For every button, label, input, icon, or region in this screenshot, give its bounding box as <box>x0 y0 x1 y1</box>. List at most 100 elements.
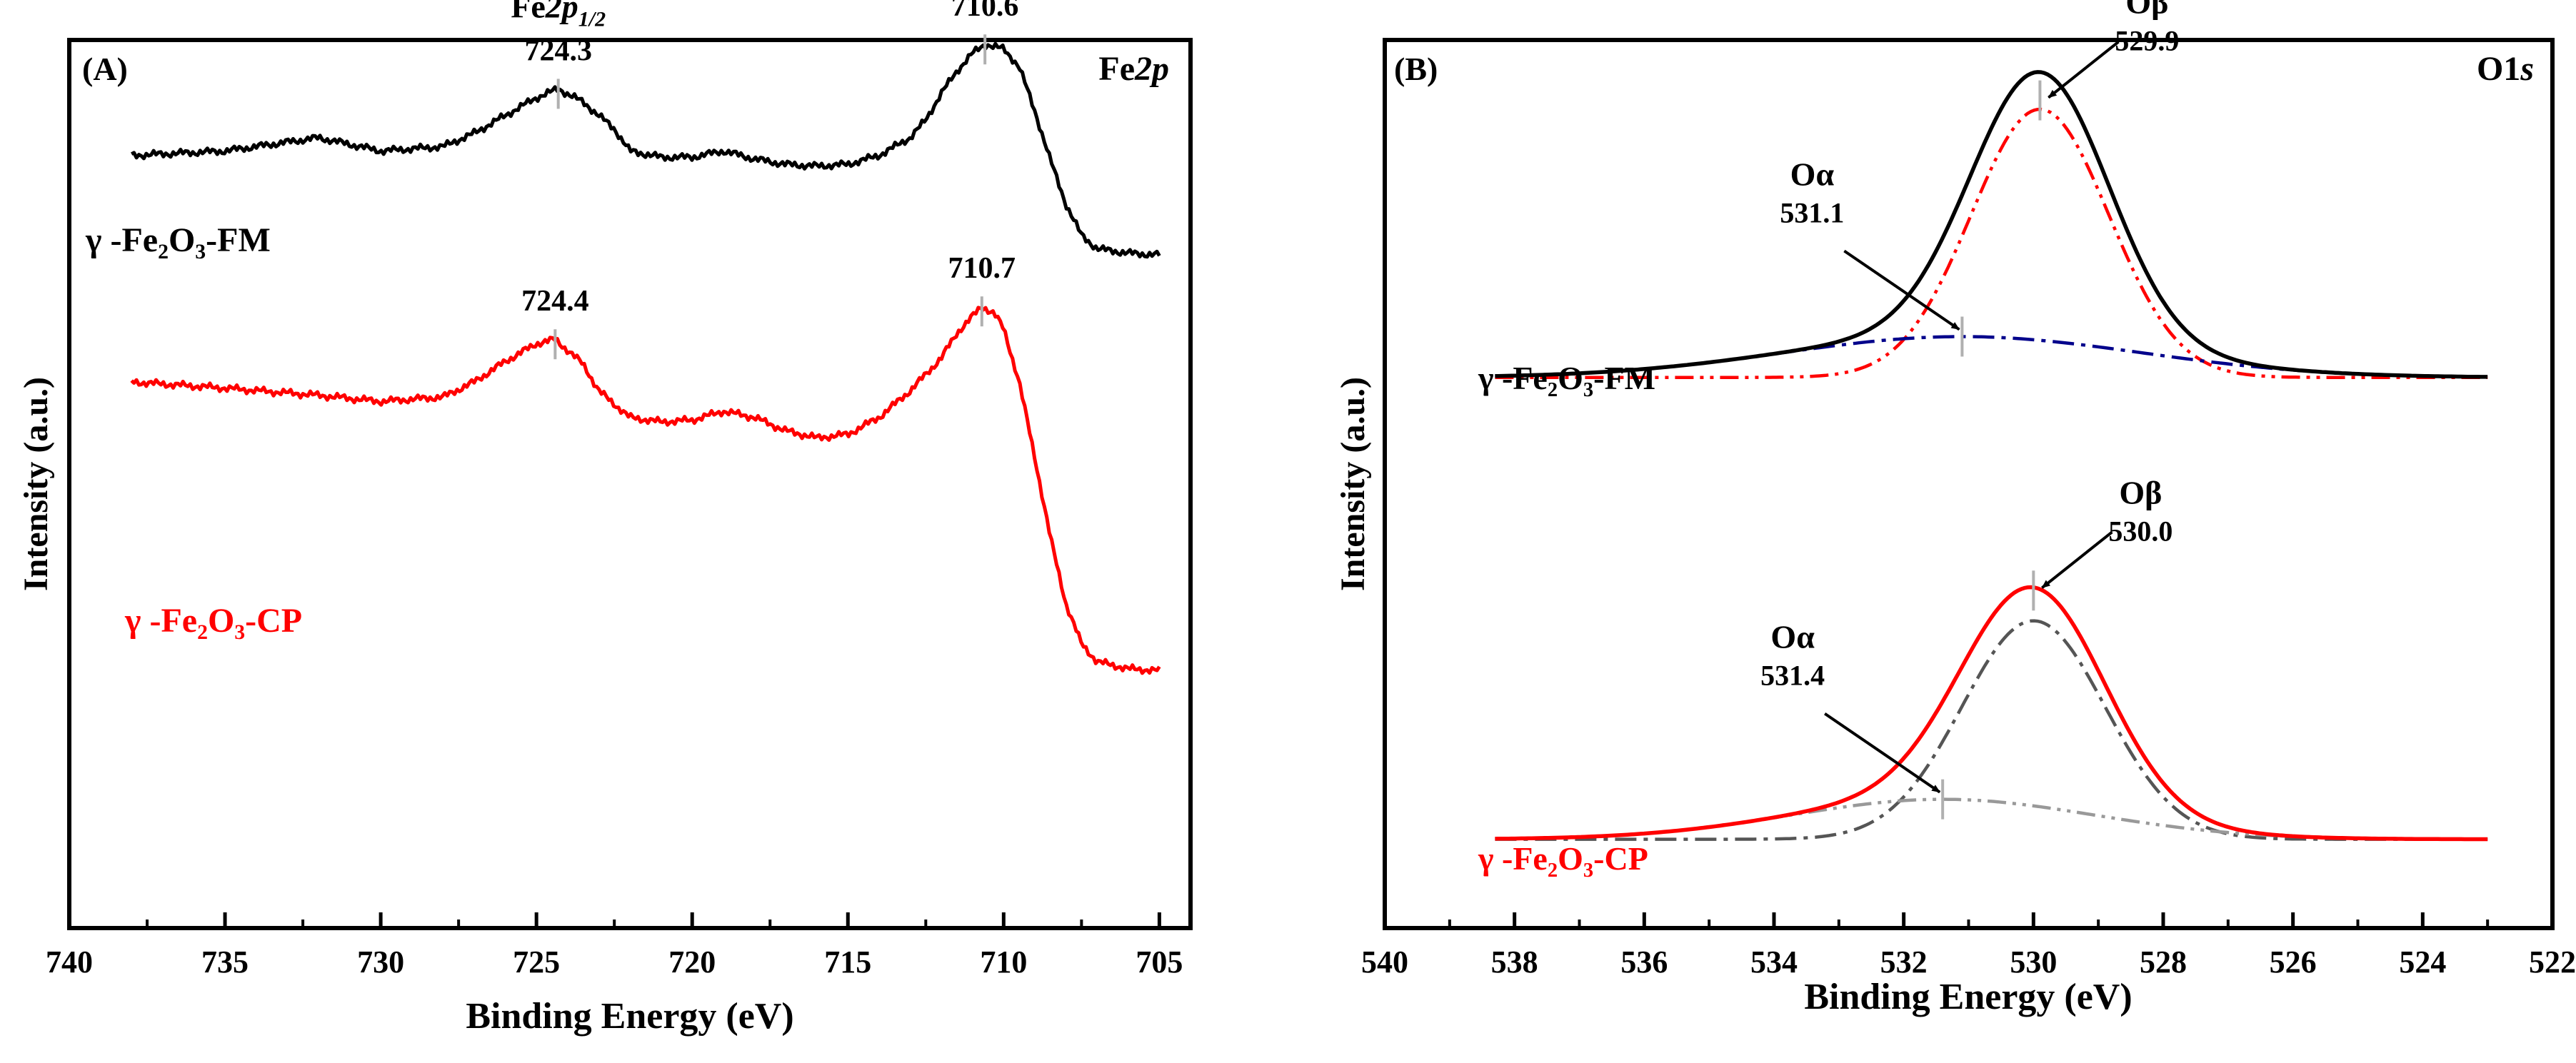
x-tick-label: 735 <box>201 944 249 979</box>
panel-b-y-axis-title: Intensity (a.u.) <box>1334 377 1372 591</box>
series-line-cp <box>130 306 1161 675</box>
peak-value-label: 531.1 <box>1780 196 1844 228</box>
panel-a-x-ticks: 740 735 730 725 720 715 710 705 <box>46 912 1183 979</box>
species-orbital: 2p <box>545 0 578 24</box>
panel-b-curves <box>1495 70 2488 842</box>
x-tick-label: 538 <box>1491 944 1538 979</box>
panel-a-curves <box>130 41 1161 675</box>
x-tick-label: 522 <box>2529 944 2576 979</box>
label-part: O <box>1558 840 1583 877</box>
peak-value-label: 724.4 <box>521 285 589 318</box>
series-line-fm <box>131 41 1161 259</box>
envelope-curve-cp <box>1495 585 2488 842</box>
panel-b-frame <box>1383 38 2555 930</box>
label-subscript: 2 <box>158 240 169 263</box>
series-label-fm: γ -Fe2O3-FM <box>1478 360 1655 401</box>
label-subscript: 2 <box>197 620 208 644</box>
x-tick-label: 705 <box>1136 944 1183 979</box>
label-part: O <box>1558 360 1583 396</box>
peak-species-label: Oβ <box>2125 0 2168 21</box>
species-greek: α <box>1796 619 1815 655</box>
fit-component-obeta-cp <box>1495 619 2488 841</box>
peak-value-label: 530.0 <box>2108 515 2172 547</box>
species-greek: β <box>2145 474 2162 510</box>
label-part: γ -Fe <box>124 602 197 640</box>
peak-species-label: Fe2p1/2 <box>511 0 606 31</box>
peak-value-label: 529.9 <box>2115 25 2179 57</box>
label-subscript: 3 <box>195 240 206 263</box>
label-part: O <box>208 602 234 640</box>
peak-value-label: 710.7 <box>948 252 1016 285</box>
label-part: -CP <box>245 602 302 640</box>
label-subscript: 2 <box>1548 379 1558 401</box>
peak-value-label: 710.6 <box>951 0 1019 23</box>
peak-arrow <box>2041 530 2113 589</box>
panel-b-o1s: 540 538 536 534 532 530 528 526 524 522 Oβ 529.9 Oα… <box>1334 0 2576 1017</box>
label-subscript: 3 <box>234 620 245 644</box>
x-tick-label: 540 <box>1361 944 1408 979</box>
panel-a-region-label: Fe2p <box>1098 50 1169 88</box>
species-letter: O <box>2119 474 2145 510</box>
panel-b-x-ticks: 540 538 536 534 532 530 528 526 524 522 <box>1361 912 2576 979</box>
label-subscript: 3 <box>1583 860 1593 882</box>
species-letter: O <box>2125 0 2151 21</box>
x-tick-label: 730 <box>357 944 404 979</box>
x-tick-label: 528 <box>2140 944 2187 979</box>
region-orbital: s <box>2520 50 2534 88</box>
fit-component-oalpha-cp <box>1495 797 2488 841</box>
x-tick-label: 526 <box>2270 944 2317 979</box>
peak-species-label: Oα <box>1790 156 1835 192</box>
panel-a-x-axis-title: Binding Energy (eV) <box>466 996 793 1037</box>
series-label-cp: γ -Fe2O3-CP <box>1478 840 1648 882</box>
series-label-fm: γ -Fe2O3-FM <box>85 221 271 263</box>
region-element: O1 <box>2477 50 2520 88</box>
x-tick-label: 524 <box>2399 944 2446 979</box>
species-letter: O <box>1770 619 1796 655</box>
x-tick-label: 740 <box>46 944 93 979</box>
series-label-cp: γ -Fe2O3-CP <box>124 602 302 644</box>
species-greek: β <box>2151 0 2168 21</box>
species-letter: O <box>1790 156 1816 192</box>
x-tick-label: 720 <box>668 944 716 979</box>
label-part: -CP <box>1593 840 1648 877</box>
x-tick-label: 715 <box>824 944 871 979</box>
label-subscript: 2 <box>1548 860 1558 882</box>
label-part: γ -Fe <box>85 221 158 259</box>
fit-component-obeta-fm <box>1495 107 2488 379</box>
peak-value-label: 724.3 <box>524 34 592 67</box>
region-orbital: 2p <box>1134 50 1169 88</box>
envelope-curve-fm <box>1495 70 2488 379</box>
x-tick-label: 530 <box>2010 944 2057 979</box>
label-subscript: 3 <box>1583 379 1593 401</box>
label-part: -FM <box>206 221 271 259</box>
panel-a-y-axis-title: Intensity (a.u.) <box>17 377 55 591</box>
species-subscript: 1/2 <box>578 7 606 31</box>
label-part: -FM <box>1593 360 1655 396</box>
panel-b-x-axis-title: Binding Energy (eV) <box>1804 977 2132 1017</box>
peak-species-label: Oα <box>1770 619 1815 655</box>
species-element: Fe <box>511 0 546 24</box>
x-tick-label: 534 <box>1750 944 1798 979</box>
x-tick-label: 710 <box>980 944 1027 979</box>
peak-arrow <box>1843 249 1960 331</box>
x-tick-label: 725 <box>513 944 560 979</box>
panel-a-frame <box>67 38 1193 930</box>
x-tick-label: 532 <box>1880 944 1928 979</box>
species-greek: α <box>1815 156 1834 192</box>
peak-arrow <box>2048 41 2120 99</box>
peak-arrow <box>1824 712 1941 794</box>
label-part: O <box>169 221 195 259</box>
panel-b-label: (B) <box>1394 51 1438 87</box>
label-part: γ -Fe <box>1478 360 1548 396</box>
panel-a-label: (A) <box>82 51 128 87</box>
x-tick-label: 536 <box>1620 944 1668 979</box>
peak-species-label: Oβ <box>2119 474 2162 510</box>
label-part: γ -Fe <box>1478 840 1548 877</box>
panel-b-region-label: O1s <box>2477 50 2534 88</box>
peak-value-label: 531.4 <box>1760 660 1825 692</box>
region-element: Fe <box>1098 50 1135 88</box>
